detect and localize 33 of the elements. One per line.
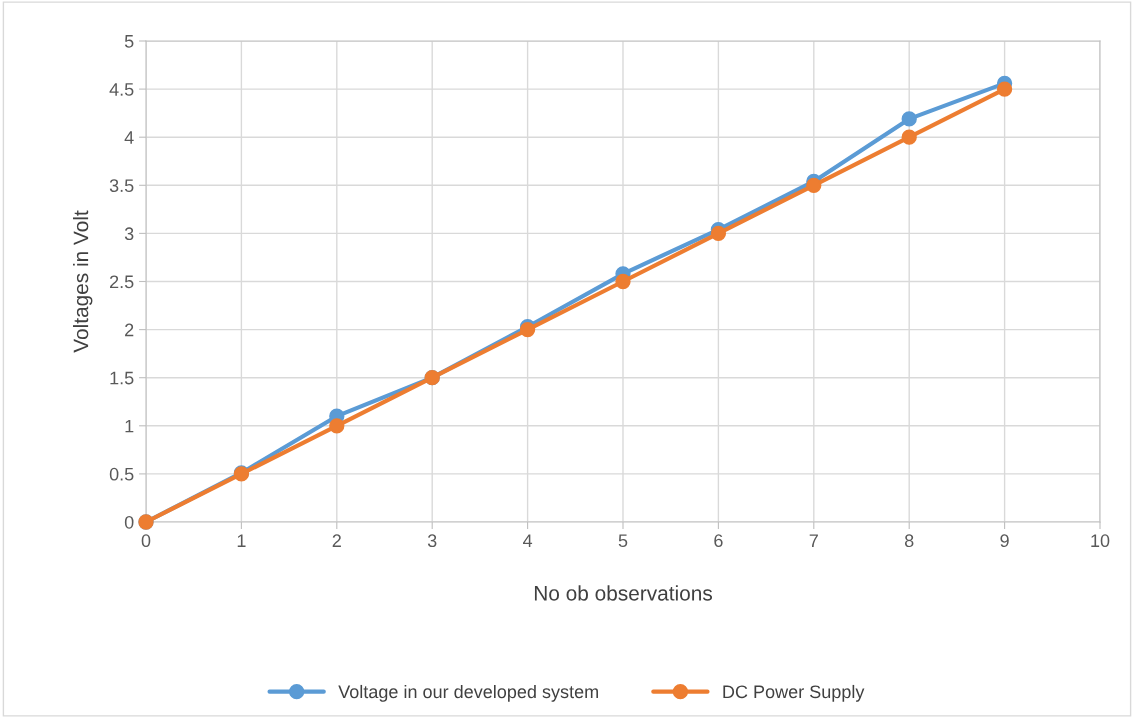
x-tick-label: 3 — [427, 534, 437, 548]
y-tick-label: 2.5 — [110, 275, 134, 289]
point — [901, 111, 917, 127]
y-tick-label: 0.5 — [109, 467, 134, 481]
x-tick-label: 4 — [522, 534, 533, 547]
y-tick-label: 1.5 — [110, 371, 134, 385]
legend-label: DC Power Supply — [723, 684, 865, 702]
y-tick-label: 3.5 — [109, 179, 134, 193]
x-tick-label: 0 — [141, 534, 151, 548]
y-tick-label: 2 — [125, 323, 134, 337]
point — [806, 177, 822, 193]
x-tick-label: 7 — [809, 534, 818, 547]
y-tick-label: 4 — [124, 131, 134, 144]
x-tick-label: 10 — [1091, 534, 1110, 548]
point — [329, 418, 345, 434]
x-tick-label: 5 — [618, 534, 628, 548]
y-axis-title: Voltages in Volt — [73, 210, 93, 353]
y-tick-label: 5 — [124, 35, 134, 48]
point — [615, 273, 631, 290]
point — [996, 81, 1013, 97]
point — [901, 129, 917, 145]
x-tick-label: 1 — [237, 534, 246, 547]
legend-label: Voltage in our developed system — [338, 684, 598, 702]
y-tick-label: 3 — [124, 227, 134, 241]
y-tick-label: 1 — [125, 419, 134, 433]
x-tick-label: 8 — [904, 534, 914, 548]
point — [710, 225, 727, 242]
x-tick-label: 2 — [332, 534, 341, 547]
x-axis-title: No ob observations — [534, 585, 713, 601]
y-tick-label: 0 — [124, 515, 134, 529]
y-tick-label: 4.5 — [109, 83, 134, 96]
x-tick-label: 6 — [714, 534, 723, 548]
x-tick-label: 9 — [1000, 534, 1009, 548]
